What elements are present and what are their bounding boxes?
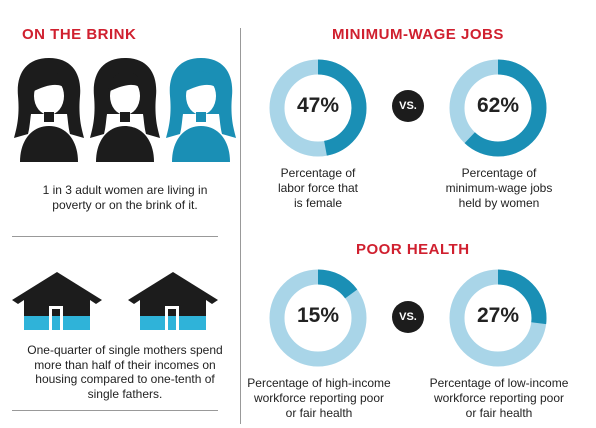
caption-line: Percentage of [461,166,537,180]
donut-slice-value [269,269,367,367]
housing-caption-line: housing compared to one-tenth of [35,372,215,386]
labor-force-caption: Percentage of labor force that is female [246,166,390,211]
caption-line: held by women [458,196,540,210]
housing-caption-line: single fathers. [87,386,163,401]
caption-line: labor force that [277,181,359,195]
caption-line: Percentage of high-income [247,376,391,390]
donut-label-high-income: 15% [296,304,340,327]
caption-line: is female [293,196,343,210]
house-icons [12,272,218,330]
brink-heading: ON THE BRINK [22,26,137,43]
donut-chart-minimum-wage [449,59,547,157]
brink-caption-line: 1 in 3 adult women are living in [42,183,208,197]
wage-heading: MINIMUM-WAGE JOBS [332,26,504,43]
house-icon [128,272,218,330]
donut-label-minimum-wage: 62% [476,94,520,117]
high-income-caption: Percentage of high-income workforce repo… [240,376,398,421]
column-divider [240,28,241,424]
brink-caption-line: poverty or on the brink of it. [52,198,198,212]
house-icon [12,272,102,330]
woman-silhouette-icon [14,58,84,162]
brink-caption: 1 in 3 adult women are living in poverty… [12,183,238,213]
left-divider-top [12,236,218,237]
vs-badge-health: VS. [392,301,424,333]
caption-line: minimum-wage jobs [445,181,553,195]
vs-badge-wage: VS. [392,90,424,122]
caption-line: or fair health [285,406,353,420]
caption-line: workforce reporting poor [433,391,565,405]
housing-caption-line: more than half of their incomes on [34,357,216,372]
donut-slice-value [449,59,547,157]
caption-line: Percentage of low-income [429,376,569,390]
minimum-wage-caption: Percentage of minimum-wage jobs held by … [424,166,574,211]
housing-caption: One-quarter of single mothers spend more… [10,343,240,401]
left-divider-bottom [12,410,218,411]
donut-chart-labor-force [269,59,367,157]
caption-line: Percentage of [280,166,356,180]
donut-slice-value [269,59,367,157]
women-icons [14,58,236,162]
health-heading: POOR HEALTH [356,241,470,258]
caption-line: or fair health [465,406,533,420]
housing-caption-line: One-quarter of single mothers spend [27,343,223,357]
donut-chart-high-income [269,269,367,367]
donut-slice-value [449,269,547,367]
donut-chart-low-income [449,269,547,367]
donut-label-low-income: 27% [476,304,520,327]
low-income-caption: Percentage of low-income workforce repor… [420,376,578,421]
caption-line: workforce reporting poor [253,391,385,405]
woman-silhouette-icon [90,58,160,162]
woman-silhouette-icon [166,58,236,162]
donut-label-labor-force: 47% [296,94,340,117]
